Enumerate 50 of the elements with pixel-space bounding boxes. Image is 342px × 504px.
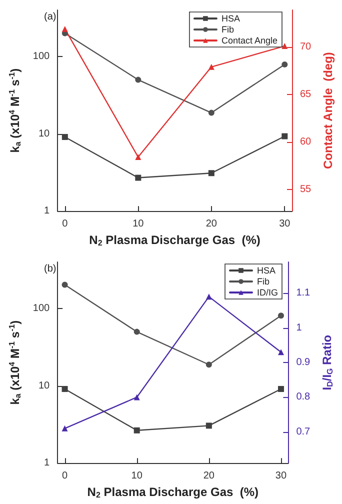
legend-label: Fib xyxy=(221,24,234,34)
y-tick-label: 10 xyxy=(38,128,50,140)
x-tick-label: 20 xyxy=(206,218,218,230)
point xyxy=(208,110,214,116)
y2-tick-label: 70 xyxy=(300,41,312,52)
point xyxy=(62,386,68,392)
point xyxy=(282,61,288,68)
x-tick-label: 30 xyxy=(279,218,291,230)
legend-label: HSA xyxy=(257,266,276,276)
y2-tick-label: 1.1 xyxy=(296,288,311,299)
point xyxy=(134,427,140,434)
point xyxy=(62,134,68,140)
text: ka (x104 M-1 s-1) xyxy=(8,320,22,405)
legend-label: HSA xyxy=(221,14,240,24)
y2-tick-label: 1 xyxy=(296,322,302,334)
legend-label: Contact Angle xyxy=(221,36,278,46)
y2-tick-label: 0.7 xyxy=(296,426,311,438)
y-tick-label: 1 xyxy=(44,206,50,217)
y2-axis-title: Contact Angle (deg) xyxy=(321,52,335,169)
y2-tick-label: 65 xyxy=(300,88,312,100)
text: ka (x104 M-1 s-1) xyxy=(8,68,22,153)
y-tick-label: 10 xyxy=(38,380,50,392)
y2-axis-title: ID/IG Ratio xyxy=(320,334,334,390)
text: (a) xyxy=(44,12,56,22)
y-tick-label: 1 xyxy=(44,458,50,469)
y2-tick-label: 0.8 xyxy=(296,392,311,403)
point xyxy=(282,133,288,140)
y2-tick-label: 0.9 xyxy=(296,357,311,368)
x-tick-label: 0 xyxy=(62,218,68,230)
legend-label: Fib xyxy=(257,276,270,286)
point xyxy=(135,174,142,181)
x-tick-label: 10 xyxy=(131,470,143,482)
x-tick-label: 10 xyxy=(132,218,144,230)
point xyxy=(278,386,284,392)
y2-tick-label: 60 xyxy=(300,136,312,148)
legend-label: ID/IG xyxy=(257,288,278,298)
point xyxy=(206,362,212,368)
point xyxy=(206,422,212,429)
text: (b) xyxy=(44,264,56,274)
y-tick-label: 100 xyxy=(32,303,50,314)
point xyxy=(278,312,284,319)
x-tick-label: 20 xyxy=(203,470,215,482)
x-tick-label: 0 xyxy=(62,470,68,482)
point xyxy=(134,328,140,335)
point xyxy=(62,282,68,288)
point xyxy=(135,76,142,83)
point xyxy=(208,170,214,176)
y2-tick-label: 55 xyxy=(300,184,312,195)
y-tick-label: 100 xyxy=(32,51,50,62)
x-tick-label: 30 xyxy=(275,470,287,482)
